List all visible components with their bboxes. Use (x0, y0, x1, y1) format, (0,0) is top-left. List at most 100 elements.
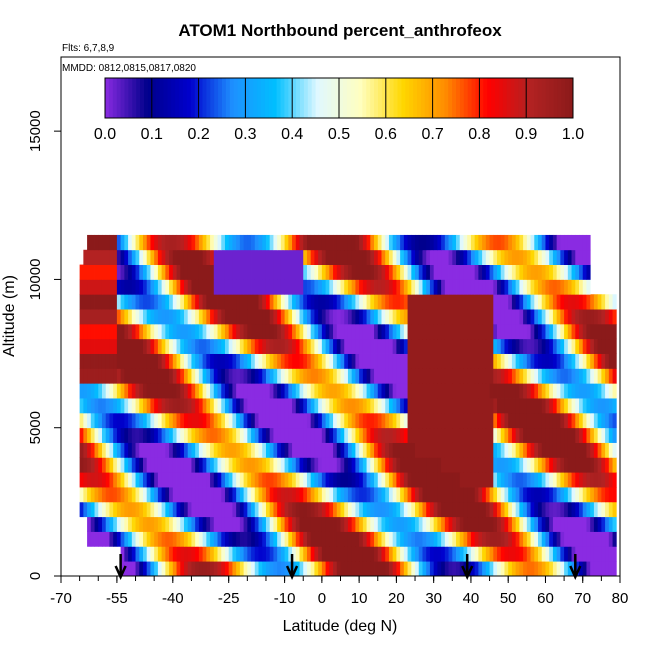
heatmap-cell (474, 546, 479, 562)
heatmap-cell (579, 309, 584, 325)
heatmap-cell (552, 398, 558, 414)
heatmap-cell (426, 487, 431, 503)
heatmap-cell (243, 501, 248, 518)
heatmap-cell (187, 531, 192, 547)
heatmap-cell (262, 546, 267, 562)
heatmap-cell (359, 442, 364, 458)
heatmap-cell (605, 383, 610, 399)
heatmap-cell (101, 487, 107, 503)
heatmap-cell (504, 234, 509, 251)
x-tick-label: 70 (574, 590, 591, 607)
heatmap-cell (187, 561, 192, 577)
heatmap-cell (236, 531, 241, 547)
heatmap-cell (422, 249, 427, 265)
heatmap-cell (303, 412, 308, 429)
heatmap-cell (478, 457, 483, 473)
heatmap-cell (374, 323, 379, 340)
heatmap-cell (470, 501, 476, 518)
heatmap-cell (497, 398, 502, 414)
heatmap-cell (392, 249, 397, 265)
heatmap-cell (355, 472, 360, 488)
heatmap-cell (98, 368, 103, 384)
heatmap-cell (101, 501, 107, 518)
heatmap-cell (247, 442, 252, 458)
heatmap-cell (530, 546, 535, 562)
colorbar-swatch (409, 78, 414, 118)
heatmap-cell (463, 442, 468, 458)
heatmap-cell (314, 546, 319, 562)
heatmap-cell (183, 234, 189, 251)
heatmap-cell (180, 309, 185, 325)
heatmap-cell (456, 487, 461, 503)
heatmap-cell (556, 487, 561, 503)
heatmap-cell (310, 442, 315, 458)
heatmap-cell (560, 383, 565, 399)
heatmap-cell (116, 531, 122, 547)
heatmap-cell (213, 546, 218, 562)
heatmap-cell (280, 294, 285, 310)
heatmap-cell (478, 368, 483, 384)
heatmap-cell (377, 323, 382, 340)
colorbar-swatch (292, 78, 297, 118)
heatmap-cell (429, 516, 435, 532)
heatmap-cell (459, 353, 464, 369)
heatmap-cell (258, 323, 263, 340)
heatmap-cell (210, 472, 215, 488)
heatmap-cell (221, 531, 226, 547)
heatmap-cell (347, 383, 353, 399)
heatmap-cell (437, 338, 442, 354)
x-tick-label: -70 (50, 590, 72, 607)
heatmap-cell (388, 442, 394, 458)
heatmap-cell (586, 457, 591, 473)
heatmap-cell (575, 412, 580, 429)
heatmap-cell (407, 561, 412, 577)
heatmap-cell (251, 546, 256, 562)
heatmap-cell (165, 234, 170, 251)
heatmap-cell (87, 264, 92, 280)
heatmap-cell (265, 264, 271, 280)
heatmap-cell (422, 294, 427, 310)
heatmap-cell (612, 457, 617, 473)
heatmap-cell (176, 264, 181, 280)
heatmap-cell (325, 398, 330, 414)
heatmap-cell (597, 368, 602, 384)
heatmap-cell (351, 398, 356, 414)
heatmap-cell (377, 398, 382, 414)
heatmap-cell (228, 412, 233, 429)
heatmap-cell (482, 412, 487, 429)
heatmap-cell (388, 487, 394, 503)
heatmap-cell (318, 338, 323, 354)
heatmap-cell (303, 398, 308, 414)
heatmap-cell (582, 457, 587, 473)
heatmap-cell (504, 561, 509, 577)
heatmap-cell (306, 338, 312, 354)
heatmap-cell (187, 264, 192, 280)
heatmap-cell (508, 501, 513, 518)
heatmap-cell (411, 264, 416, 280)
heatmap-cell (221, 294, 226, 310)
heatmap-cell (303, 368, 308, 384)
heatmap-cell (347, 472, 353, 488)
heatmap-cell (452, 353, 457, 369)
heatmap-cell (243, 383, 248, 399)
heatmap-cell (299, 279, 304, 295)
heatmap-cell (254, 487, 259, 503)
heatmap-cell (549, 294, 554, 310)
heatmap-cell (515, 516, 520, 532)
heatmap-cell (556, 516, 561, 532)
heatmap-cell (530, 501, 535, 518)
heatmap-cell (385, 546, 390, 562)
heatmap-cell (113, 427, 118, 443)
heatmap-cell (139, 427, 144, 443)
heatmap-cell (243, 427, 248, 443)
heatmap-cell (124, 531, 129, 547)
heatmap-cell (202, 442, 207, 458)
heatmap-cell (418, 501, 423, 518)
heatmap-cell (351, 264, 356, 280)
heatmap-cell (239, 546, 245, 562)
heatmap-cell (131, 472, 136, 488)
heatmap-cell (500, 279, 505, 295)
heatmap-cell (98, 338, 103, 354)
heatmap-cell (388, 531, 394, 547)
heatmap-cell (362, 323, 367, 340)
